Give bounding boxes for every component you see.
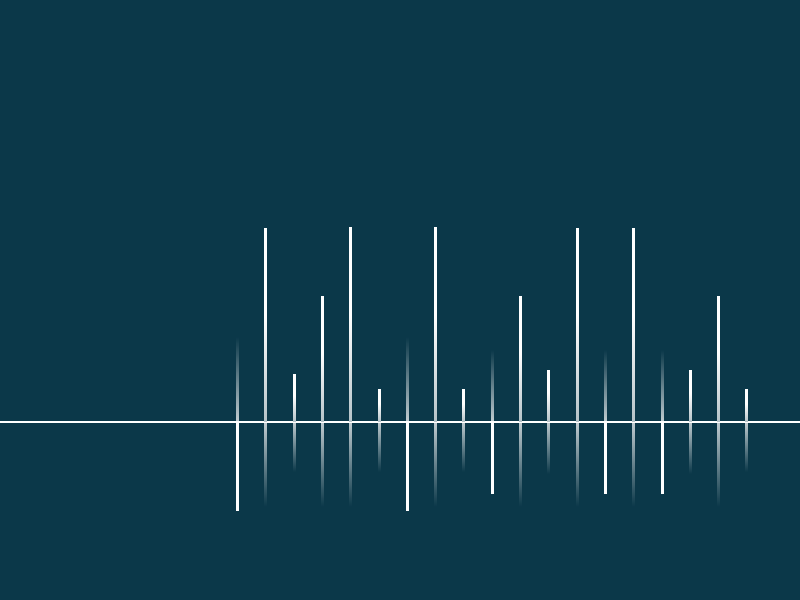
spike-fade: [349, 314, 352, 422]
spike-reflection: [264, 422, 267, 507]
spike-reflection: [689, 422, 692, 474]
spike-bar: [462, 389, 465, 422]
spike-bar: [745, 389, 748, 422]
spike-bar: [519, 296, 522, 422]
spike-fade: [462, 403, 465, 422]
spike-fade: [689, 393, 692, 422]
spike-reflection: [604, 350, 607, 422]
spike-bar: [576, 228, 579, 422]
spike-bar: [434, 227, 437, 422]
spike-reflection: [349, 422, 352, 507]
spike-bar: [349, 227, 352, 422]
spike-bar: [406, 422, 409, 511]
spike-fade: [264, 315, 267, 422]
spike-bar: [661, 422, 664, 494]
spike-reflection: [406, 337, 409, 422]
spike-bar: [264, 228, 267, 422]
spike-reflection: [293, 422, 296, 472]
spike-bar: [236, 422, 239, 511]
spike-bar: [491, 422, 494, 494]
spike-reflection: [378, 422, 381, 472]
baseline: [0, 421, 800, 423]
spike-fade: [547, 393, 550, 422]
spike-bar: [632, 228, 635, 422]
spike-reflection: [321, 422, 324, 507]
spike-bar: [604, 422, 607, 494]
spike-reflection: [632, 422, 635, 507]
spike-fade: [745, 403, 748, 422]
spike-bar: [689, 370, 692, 422]
spike-bar: [321, 296, 324, 422]
spike-fade: [717, 352, 720, 422]
spike-fade: [293, 395, 296, 422]
spike-reflection: [547, 422, 550, 474]
spike-fade: [519, 352, 522, 422]
spike-bar: [378, 389, 381, 422]
spike-fade: [576, 315, 579, 422]
spike-reflection: [717, 422, 720, 507]
spike-bar: [547, 370, 550, 422]
spike-reflection: [434, 422, 437, 507]
spike-reflection: [745, 422, 748, 472]
spike-bar: [717, 296, 720, 422]
spike-fade: [632, 315, 635, 422]
spike-fade: [321, 352, 324, 422]
spike-fade: [378, 403, 381, 422]
spike-reflection: [236, 337, 239, 422]
spike-bar: [293, 374, 296, 422]
spike-reflection: [519, 422, 522, 507]
spike-reflection: [661, 350, 664, 422]
spike-fade: [434, 314, 437, 422]
spike-reflection: [462, 422, 465, 472]
spike-reflection: [576, 422, 579, 507]
spike-reflection: [491, 350, 494, 422]
